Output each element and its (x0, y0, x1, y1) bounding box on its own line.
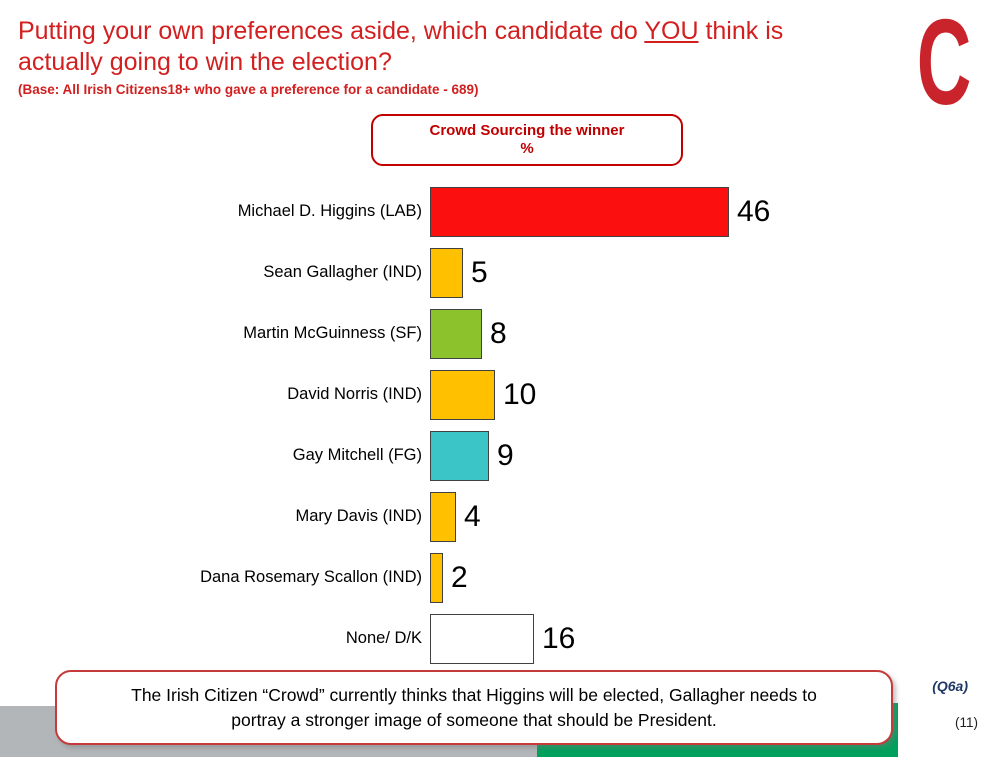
bar (430, 613, 534, 664)
bar (430, 369, 495, 420)
bar (430, 491, 456, 542)
company-logo-c: C (916, 0, 972, 130)
bar (430, 308, 482, 359)
bar (430, 186, 729, 237)
bar (430, 247, 463, 298)
category-label: Martin McGuinness (SF) (243, 324, 422, 342)
bar-chart: Michael D. Higgins (LAB) 46 Sean Gallagher… (0, 181, 860, 669)
value-label: 8 (490, 316, 507, 350)
chart-title-line2: % (520, 140, 534, 157)
value-label: 9 (497, 438, 514, 472)
base-note: (Base: All Irish Citizens18+ who gave a … (18, 82, 479, 97)
chart-title-box: Crowd Sourcing the winner % (371, 114, 683, 166)
insight-callout: The Irish Citizen “Crowd” currently thin… (55, 670, 893, 745)
callout-line2: portray a stronger image of someone that… (231, 709, 717, 730)
title-segment-post: think is (698, 17, 784, 45)
category-label: Sean Gallagher (IND) (263, 263, 422, 281)
chart-row: Gay Mitchell (FG) 9 (0, 425, 860, 486)
title-line2: actually going to win the election? (18, 48, 392, 76)
category-label: Gay Mitchell (FG) (292, 446, 422, 464)
bar (430, 430, 489, 481)
chart-row: None/ D/K 16 (0, 608, 860, 669)
category-label: Mary Davis (IND) (295, 507, 423, 525)
chart-row: Michael D. Higgins (LAB) 46 (0, 181, 860, 242)
chart-row: Martin McGuinness (SF) 8 (0, 303, 860, 364)
value-label: 16 (542, 621, 576, 655)
value-label: 4 (464, 499, 481, 533)
category-label: Dana Rosemary Scallon (IND) (200, 568, 422, 586)
chart-row: Sean Gallagher (IND) 5 (0, 242, 860, 303)
callout-line1: The Irish Citizen “Crowd” currently thin… (131, 684, 817, 705)
question-ref: (Q6a) (932, 678, 968, 694)
chart-title-line1: Crowd Sourcing the winner (429, 122, 625, 139)
chart-row: Dana Rosemary Scallon (IND) 2 (0, 547, 860, 608)
chart-row: Mary Davis (IND) 4 (0, 486, 860, 547)
title-segment-underlined: YOU (644, 17, 699, 45)
category-label: Michael D. Higgins (LAB) (237, 202, 422, 220)
slide-title: Putting your own preferences aside, whic… (18, 16, 878, 78)
page-number: (11) (954, 715, 978, 730)
value-label: 10 (503, 377, 537, 411)
category-label: David Norris (IND) (287, 385, 422, 403)
value-label: 46 (737, 194, 771, 228)
bar (430, 552, 443, 603)
value-label: 5 (471, 255, 488, 289)
category-label: None/ D/K (345, 629, 422, 647)
title-segment-pre: Putting your own preferences aside, whic… (18, 17, 645, 45)
chart-row: David Norris (IND) 10 (0, 364, 860, 425)
value-label: 2 (451, 560, 468, 594)
